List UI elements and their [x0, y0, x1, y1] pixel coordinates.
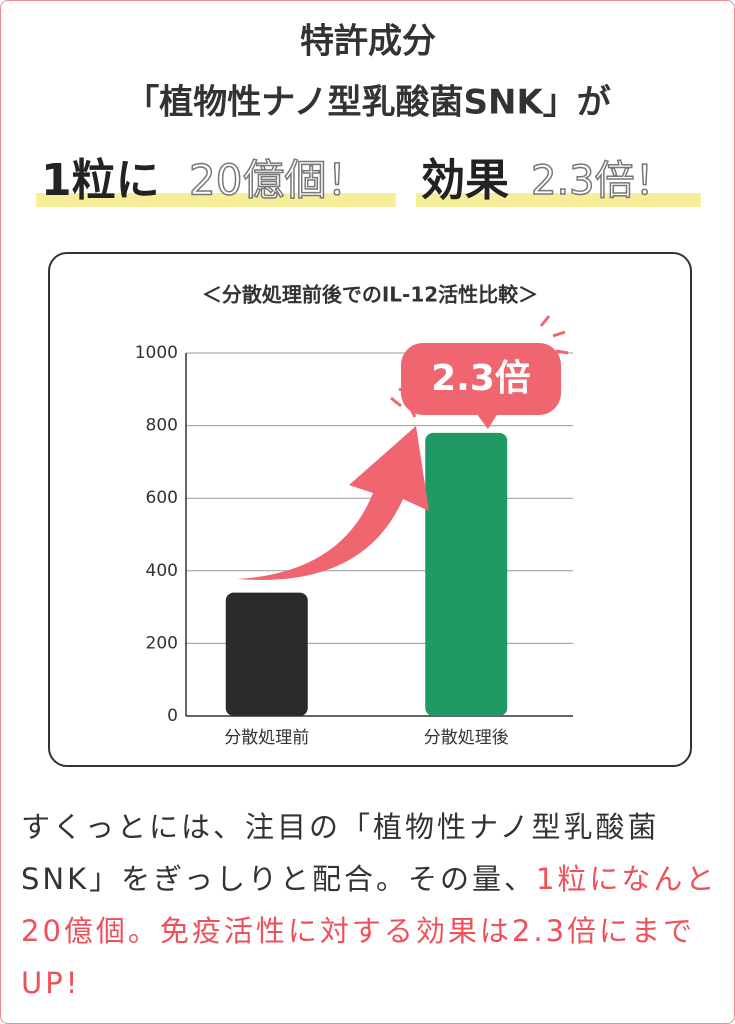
x-tick-label: 分散処理後 [424, 728, 509, 748]
y-tick-label: 200 [146, 633, 178, 653]
y-tick-label: 800 [146, 416, 178, 436]
callout-tail [476, 413, 498, 429]
body-highlight: 1粒になんと20億個。免疫活性に対する効果は2.3倍にまでUP! [21, 862, 718, 1000]
arrow [237, 426, 429, 580]
header-part: 効果 [421, 155, 509, 206]
header-line1: 特許成分 [300, 22, 436, 62]
y-tick-label: 600 [146, 488, 178, 508]
infographic: 特許成分 「植物性ナノ型乳酸菌SNK」が 1粒に 20億個！ 効果 2.3倍！ … [36, 22, 701, 767]
body-text: すくっとには、注目の「植物性ナノ型乳酸菌SNK」をぎっしりと配合。その量、1粒に… [21, 801, 721, 1009]
y-tick-label: 400 [146, 561, 178, 581]
header-part: 1粒に [41, 155, 160, 206]
callout-label: 2.3倍 [431, 358, 531, 399]
highlight [36, 193, 396, 207]
header-part: 20億個！ [189, 156, 368, 205]
x-tick-label: 分散処理前 [224, 728, 309, 748]
bar [425, 432, 508, 716]
plot: 0 200 400 600 800 1000 分散処理前 分散処理後 [135, 343, 573, 748]
y-tick-label: 1000 [135, 343, 178, 363]
callout [401, 343, 561, 415]
highlight [416, 193, 701, 207]
chart-title: ＜分散処理前後でのIL-12活性比較＞ [202, 283, 538, 307]
y-tick-label: 0 [167, 706, 178, 726]
bar [225, 592, 308, 716]
body-normal: すくっとには、注目の「植物性ナノ型乳酸菌SNK」をぎっしりと配合。その量、 [21, 810, 660, 896]
header-part: 2.3倍！ [531, 158, 675, 204]
header-line2: 「植物性ナノ型乳酸菌SNK」が [125, 83, 611, 123]
